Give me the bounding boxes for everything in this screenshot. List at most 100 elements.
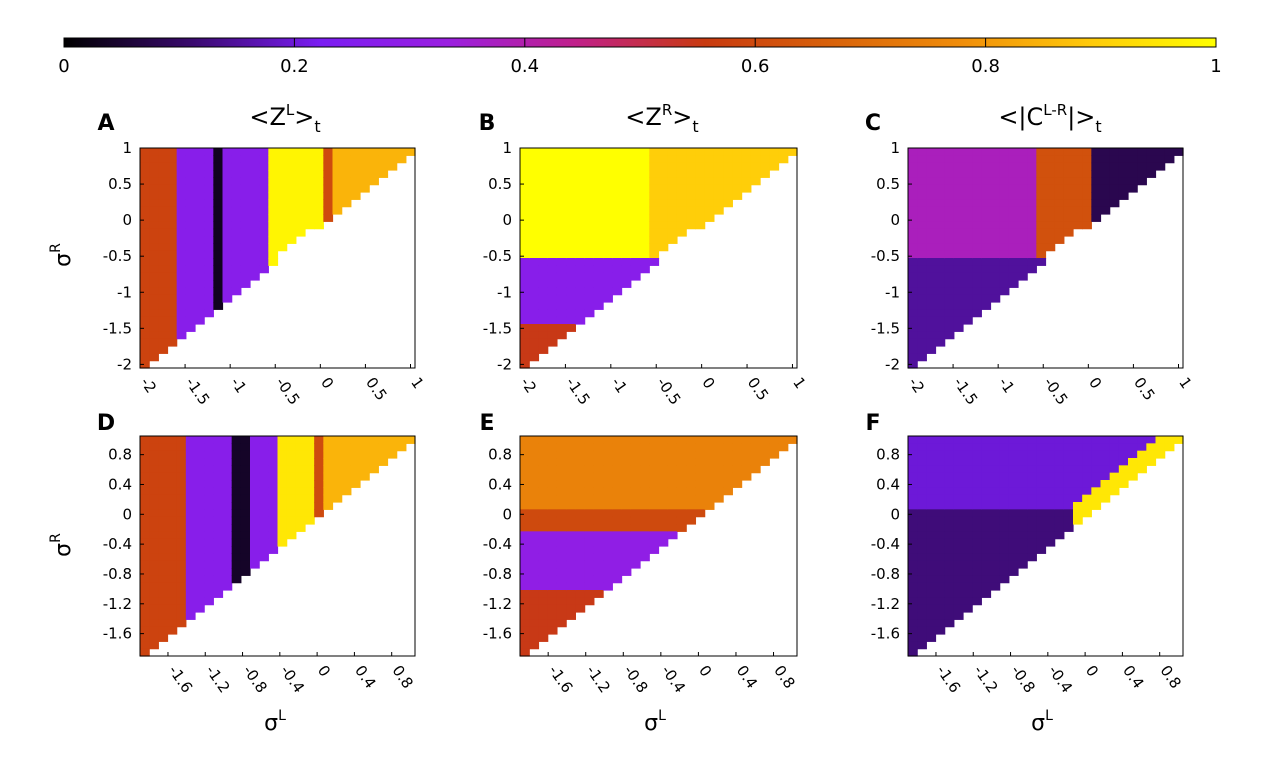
heatmap-cell xyxy=(676,148,687,156)
heatmap-cell xyxy=(314,155,324,164)
heatmap-cell xyxy=(926,184,937,193)
heatmap-cell xyxy=(963,538,973,547)
heatmap-cell xyxy=(176,177,187,186)
heatmap-cell xyxy=(547,338,558,347)
heatmap-cell xyxy=(520,568,530,576)
heatmap-cell xyxy=(908,280,918,288)
heatmap-cell xyxy=(520,458,530,466)
heatmap-cell xyxy=(917,634,927,642)
heatmap-cell xyxy=(935,272,946,281)
heatmap-cell xyxy=(686,184,697,193)
heatmap-cell xyxy=(167,443,178,452)
heatmap-cell xyxy=(1018,531,1028,540)
heatmap-cell xyxy=(926,199,937,208)
heatmap-cell xyxy=(529,338,540,347)
heatmap-cell xyxy=(167,450,178,459)
heatmap-cell xyxy=(222,538,233,547)
heatmap-cell xyxy=(149,155,159,164)
heatmap-cell xyxy=(176,487,187,496)
heatmap-cell xyxy=(1118,458,1129,466)
heatmap-cell xyxy=(667,206,678,215)
heatmap-cell xyxy=(529,331,540,340)
heatmap-cell xyxy=(213,206,224,215)
heatmap-cell xyxy=(695,480,706,488)
heatmap-cell xyxy=(612,458,623,466)
heatmap-cell xyxy=(213,250,224,259)
heatmap-cell xyxy=(972,243,982,252)
heatmap-cell xyxy=(1018,487,1028,496)
heatmap-cell xyxy=(1063,148,1074,156)
heatmap-cell xyxy=(990,221,1001,230)
heatmap-cell xyxy=(584,472,595,481)
heatmap-cell xyxy=(240,184,251,193)
y-tick-label: 0.4 xyxy=(108,475,132,493)
heatmap-cell xyxy=(972,170,982,178)
heatmap-cell xyxy=(566,214,576,222)
heatmap-cell xyxy=(935,192,946,200)
heatmap-cell xyxy=(704,450,715,459)
heatmap-cell xyxy=(584,480,595,488)
heatmap-cell xyxy=(990,546,1001,554)
heatmap-cell xyxy=(1036,516,1047,525)
heatmap-cell xyxy=(167,214,178,222)
heatmap-cell xyxy=(953,502,964,510)
heatmap-cell xyxy=(149,184,159,193)
x-tick-label: -0.5 xyxy=(1040,374,1072,408)
heatmap-cell xyxy=(1054,480,1065,488)
heatmap-cell xyxy=(547,331,558,340)
heatmap-cell xyxy=(575,228,586,237)
heatmap-cell xyxy=(741,170,752,178)
heatmap-cell xyxy=(176,184,187,193)
heatmap-cell xyxy=(1100,199,1111,208)
heatmap-cell xyxy=(204,538,214,547)
heatmap-cell xyxy=(999,568,1010,576)
heatmap-cell xyxy=(917,560,927,569)
heatmap-cell xyxy=(1036,480,1047,488)
heatmap-cell xyxy=(167,309,178,318)
heatmap-cell xyxy=(908,177,918,186)
heatmap-cell xyxy=(538,546,549,554)
heatmap-cell xyxy=(286,148,297,156)
heatmap-cell xyxy=(944,221,955,230)
heatmap-cell xyxy=(917,450,927,459)
heatmap-cell xyxy=(167,531,178,540)
heatmap-cell xyxy=(593,436,604,444)
heatmap-cell xyxy=(944,309,955,318)
heatmap-cell xyxy=(917,443,927,452)
heatmap-cell xyxy=(520,590,530,598)
heatmap-cell xyxy=(584,553,595,562)
heatmap-cell xyxy=(268,177,279,186)
heatmap-cell xyxy=(149,568,159,576)
heatmap-cell xyxy=(584,287,595,296)
heatmap-cell xyxy=(981,155,992,164)
heatmap-cell xyxy=(1054,184,1065,193)
heatmap-cell xyxy=(323,148,334,156)
heatmap-cell xyxy=(158,465,169,474)
heatmap-cell xyxy=(176,148,187,156)
heatmap-cell xyxy=(222,560,233,569)
heatmap-cell xyxy=(158,272,169,281)
heatmap-cell xyxy=(999,155,1010,164)
heatmap-cell xyxy=(999,192,1010,200)
heatmap-cell xyxy=(259,443,269,452)
heatmap-cell xyxy=(140,524,150,532)
heatmap-cell xyxy=(158,582,169,591)
x-tick-label: 0.5 xyxy=(1130,374,1158,404)
heatmap-cell xyxy=(1008,465,1019,474)
heatmap-cell xyxy=(630,458,641,466)
heatmap-cell xyxy=(529,575,540,584)
heatmap-cell xyxy=(520,243,530,252)
heatmap-cell xyxy=(908,287,918,296)
panel-a: -2-1.5-1-0.500.51-2 -1.5 -1 -0.5 0 0.5 1A <ZL>t xyxy=(97,101,427,408)
heatmap-cell xyxy=(1118,472,1129,481)
heatmap-cell xyxy=(713,472,724,481)
heatmap-cell xyxy=(140,280,150,288)
heatmap-cell xyxy=(566,316,576,325)
heatmap-cell xyxy=(1054,206,1065,215)
heatmap-cell xyxy=(723,465,733,474)
x-tick-label: -0.8 xyxy=(620,662,652,696)
heatmap-cell xyxy=(649,162,660,171)
heatmap-cell xyxy=(630,443,641,452)
heatmap-cell xyxy=(204,560,214,569)
heatmap-cell xyxy=(176,531,187,540)
